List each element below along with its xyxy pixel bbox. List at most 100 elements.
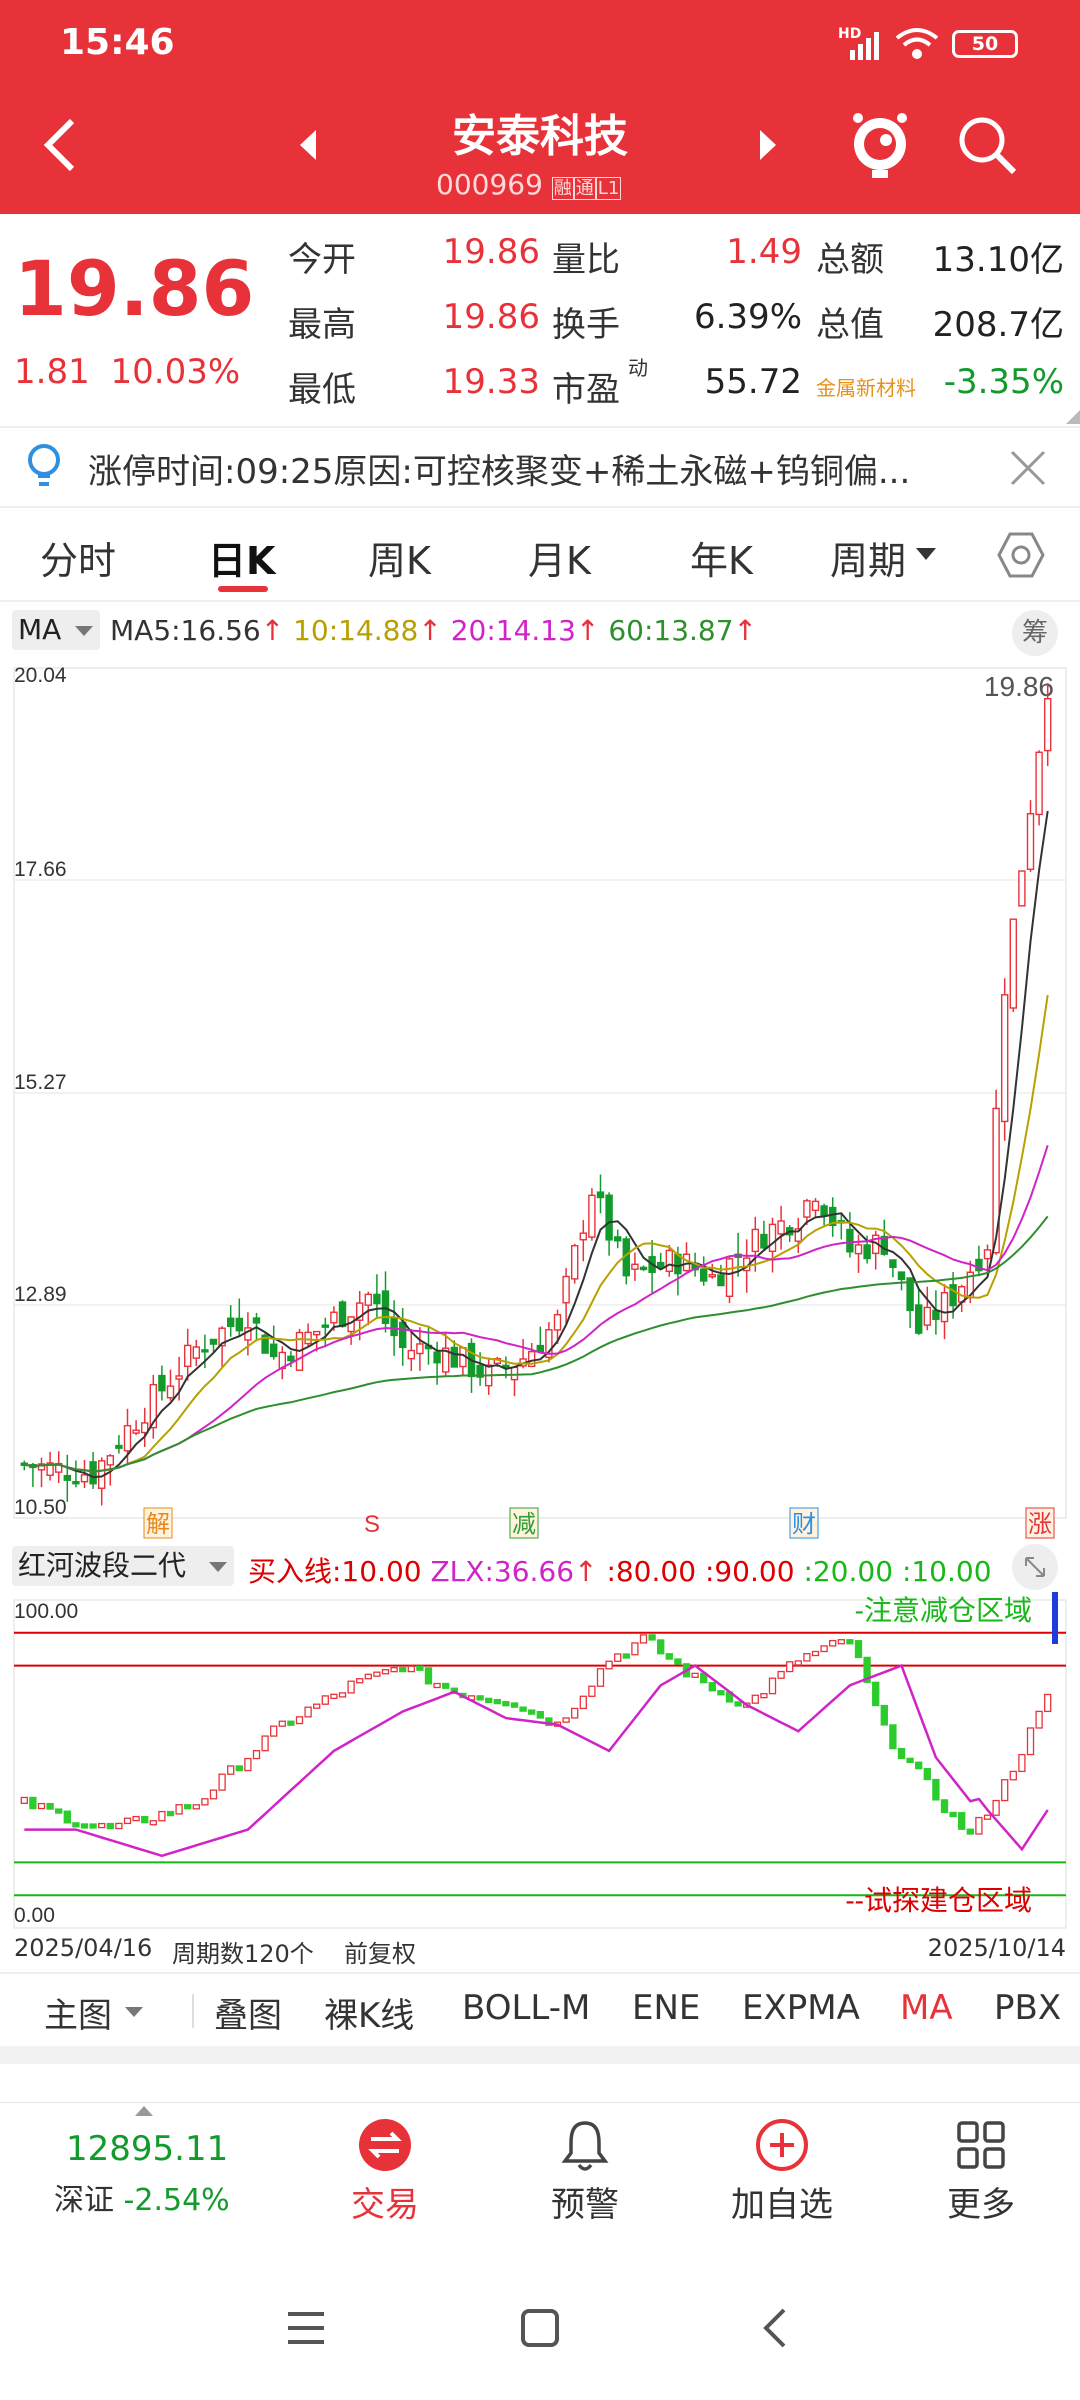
- tab-yearly-k[interactable]: 年K: [690, 539, 753, 583]
- candle-body: [889, 1259, 897, 1268]
- y-axis-label: 17.66: [14, 858, 67, 881]
- y-axis-label: 20.04: [14, 664, 67, 687]
- adjust-mode[interactable]: 前复权: [344, 1940, 416, 1968]
- event-marker: 财: [792, 1511, 816, 1538]
- candle-body: [37, 1463, 46, 1471]
- status-icons: HD 50: [838, 24, 1068, 64]
- index-value[interactable]: 12895.11: [66, 2129, 229, 2169]
- tool-ma[interactable]: MA: [900, 1988, 953, 2028]
- trade-button[interactable]: 交易: [330, 2117, 440, 2237]
- osc-bar: [347, 1680, 355, 1694]
- back-nav-icon[interactable]: [760, 2306, 790, 2350]
- bottom-nav: 12895.11 深证 -2.54% 交易 预警 加自选 更多: [0, 2102, 1080, 2252]
- tool-naked-k[interactable]: 裸K线: [324, 1996, 415, 2036]
- kline-chart[interactable]: 20.04 17.66 15.27 12.89 10.50 19.86 解 S 减 财 涨: [0, 660, 1080, 1540]
- sub-indicator-selector[interactable]: 红河波段二代: [12, 1546, 234, 1586]
- close-icon[interactable]: [1008, 448, 1048, 488]
- candle-body: [63, 1474, 72, 1481]
- osc-bar: [424, 1667, 433, 1685]
- osc-bar: [880, 1704, 888, 1726]
- osc-bar: [493, 1698, 501, 1705]
- chip-button[interactable]: 筹: [1012, 610, 1058, 656]
- expand-button[interactable]: [1012, 1544, 1058, 1590]
- next-stock-icon[interactable]: [756, 128, 780, 162]
- zone-bottom-label: --试探建仓区域: [845, 1885, 1032, 1916]
- limit-up-notice[interactable]: 涨停时间:09:25原因:可控核聚变+稀土永磁+钨铜偏...: [0, 428, 1080, 506]
- tool-main-chart[interactable]: 主图: [44, 1996, 112, 2036]
- caret-up-icon: [135, 2106, 153, 2116]
- tool-overlay[interactable]: 叠图: [214, 1996, 282, 2036]
- event-marker: 涨: [1028, 1511, 1052, 1538]
- badge-l1: L1: [595, 177, 622, 200]
- assistant-icon[interactable]: [848, 110, 912, 180]
- osc-bar: [614, 1653, 622, 1662]
- trade-icon: [359, 2119, 411, 2171]
- osc-bar: [863, 1656, 871, 1683]
- ma-selector[interactable]: MA: [12, 610, 100, 650]
- osc-bar: [442, 1682, 450, 1689]
- candle-body: [209, 1338, 218, 1345]
- candle-body: [1009, 918, 1018, 1009]
- quote-value: 208.7亿: [932, 305, 1064, 345]
- tab-timeshare[interactable]: 分时: [40, 539, 117, 583]
- quote-row-2: 最高 19.86 换手 6.39% 总值 208.7亿: [0, 297, 1080, 347]
- osc-bar: [313, 1703, 321, 1709]
- osc-bar: [141, 1815, 149, 1824]
- more-button[interactable]: 更多: [926, 2117, 1036, 2237]
- oscillator-chart[interactable]: 100.00 0.00 -注意减仓区域 --试探建仓区域: [0, 1592, 1080, 1932]
- candle-body: [218, 1327, 226, 1347]
- candle-body: [261, 1334, 269, 1354]
- badge-tong: 通: [573, 177, 596, 200]
- home-icon[interactable]: [520, 2308, 560, 2348]
- candle-body: [992, 1107, 1000, 1254]
- quote-value: 19.33: [442, 362, 540, 402]
- osc-bar: [528, 1709, 536, 1715]
- settings-hexagon-icon[interactable]: [996, 530, 1046, 580]
- quote-label: 最低: [288, 370, 356, 410]
- candle-body: [106, 1455, 115, 1466]
- line-80-value: :80.00: [606, 1555, 697, 1588]
- badge-rong: 融: [551, 177, 574, 200]
- back-icon[interactable]: [40, 115, 80, 175]
- tab-period[interactable]: 周期: [830, 539, 907, 583]
- search-icon[interactable]: [956, 114, 1018, 176]
- osc-bar: [932, 1778, 940, 1801]
- candle-body: [175, 1375, 183, 1380]
- tool-pbx[interactable]: PBX: [994, 1988, 1062, 2028]
- tool-ene[interactable]: ENE: [632, 1988, 701, 2028]
- tool-expma[interactable]: EXPMA: [742, 1988, 860, 2028]
- ma-values: MA5:16.56↑ 10:14.88↑ 20:14.13↑ 60:13.87↑: [110, 614, 757, 647]
- add-watchlist-button[interactable]: 加自选: [722, 2117, 842, 2237]
- candle-body: [373, 1293, 381, 1305]
- ma-selector-label: MA: [18, 613, 62, 646]
- osc-bar: [373, 1671, 381, 1677]
- osc-bar: [622, 1653, 630, 1659]
- candle-body: [975, 1258, 983, 1272]
- signal-icon: [850, 32, 879, 60]
- tab-weekly-k[interactable]: 周K: [368, 539, 431, 583]
- alert-button[interactable]: 预警: [530, 2117, 640, 2237]
- candle-body: [140, 1422, 149, 1434]
- ma-line-60: [24, 1215, 1049, 1473]
- osc-bar: [476, 1695, 484, 1701]
- divider: [0, 426, 1080, 428]
- tab-monthly-k[interactable]: 月K: [528, 539, 591, 583]
- index-line[interactable]: 深证 -2.54%: [54, 2175, 230, 2219]
- osc-bar: [691, 1672, 699, 1678]
- alert-label: 预警: [551, 2185, 619, 2225]
- prev-stock-icon[interactable]: [296, 128, 320, 162]
- candle-body: [846, 1228, 854, 1253]
- tab-daily-k[interactable]: 日K: [208, 539, 276, 583]
- candle-body: [510, 1366, 519, 1381]
- quote-label: 最高: [288, 305, 356, 345]
- candle-body: [631, 1263, 639, 1270]
- sector-label[interactable]: 金属新材料: [816, 376, 916, 400]
- tool-boll-m[interactable]: BOLL-M: [462, 1988, 591, 2028]
- up-arrow-icon: ↑: [260, 614, 285, 647]
- osc-bar: [1035, 1710, 1043, 1729]
- menu-icon[interactable]: [286, 2310, 326, 2346]
- bulb-icon: [28, 444, 60, 486]
- osc-bar: [166, 1810, 175, 1817]
- osc-bar: [192, 1804, 200, 1810]
- candle-body: [1018, 870, 1026, 907]
